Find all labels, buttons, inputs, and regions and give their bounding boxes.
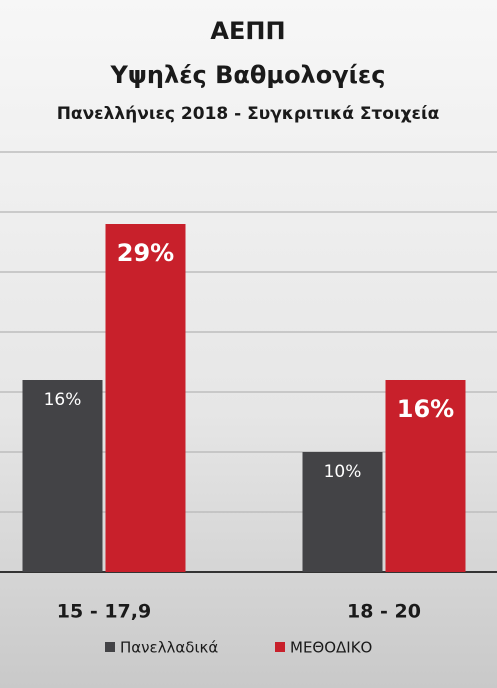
chart-subtitle-2: Πανελλήνιες 2018 - Συγκριτικά Στοιχεία <box>57 104 440 124</box>
data-label: 10% <box>324 462 362 482</box>
legend-label: Πανελλαδικά <box>120 639 218 657</box>
legend-swatch <box>275 642 285 652</box>
data-label: 16% <box>397 395 454 423</box>
bar <box>22 380 103 572</box>
chart-title: ΑΕΠΠ <box>210 17 285 45</box>
data-label: 29% <box>117 239 174 267</box>
bar <box>105 224 186 572</box>
data-label: 16% <box>44 390 82 410</box>
x-tick-label: 18 - 20 <box>347 601 421 623</box>
chart-subtitle: Υψηλές Βαθμολογίες <box>109 61 385 89</box>
legend-label: ΜΕΘΟΔΙΚΟ <box>290 639 372 657</box>
legend-swatch <box>105 642 115 652</box>
bar <box>302 452 383 572</box>
bar <box>385 380 466 572</box>
x-tick-label: 15 - 17,9 <box>57 601 151 623</box>
